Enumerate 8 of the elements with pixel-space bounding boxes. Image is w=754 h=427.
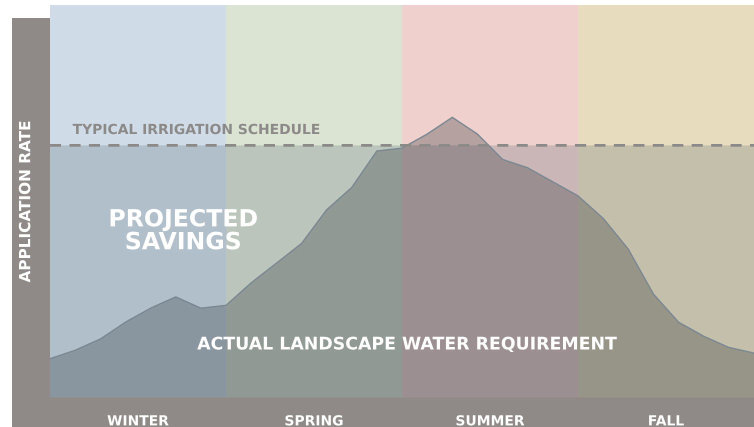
band-label: PROJECTED SAVINGS [110, 208, 257, 250]
series-label: ACTUAL LANDSCAPE WATER REQUIREMENT [197, 336, 617, 352]
y-axis-title: APPLICATION RATE [18, 122, 30, 282]
text: WINTER [108, 415, 169, 426]
text: SUMMER [456, 415, 524, 426]
ref-line-label: TYPICAL IRRIGATION SCHEDULE [72, 124, 320, 134]
text: FALL [649, 415, 684, 426]
text: SPRING [285, 415, 343, 426]
